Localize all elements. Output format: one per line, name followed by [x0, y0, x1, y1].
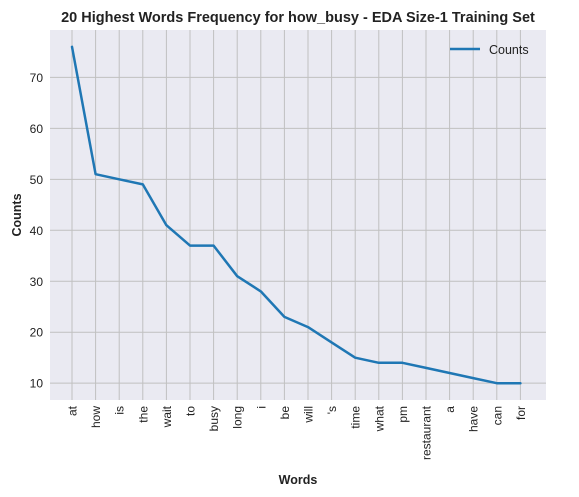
x-axis-ticks: at how is the wait to busy long i be will 's time wha… [66, 405, 528, 460]
x-tick-label: i [254, 406, 268, 409]
x-tick-label: wait [160, 405, 174, 428]
y-tick-label: 40 [30, 224, 44, 238]
y-axis-label: Counts [10, 193, 24, 236]
x-tick-label: long [231, 406, 245, 429]
y-tick-label: 60 [30, 122, 44, 136]
x-tick-label: pm [396, 406, 410, 423]
legend-label: Counts [489, 43, 529, 57]
x-tick-label: busy [207, 406, 221, 431]
y-axis-ticks: 10 20 30 40 50 60 70 [30, 71, 44, 391]
x-tick-label: to [184, 406, 198, 416]
series-layer [70, 45, 522, 385]
x-tick-label: will [302, 406, 316, 424]
y-tick-label: 70 [30, 71, 44, 85]
x-tick-label: can [490, 406, 504, 425]
series-line-counts [70, 45, 522, 385]
y-tick-label: 20 [30, 326, 44, 340]
x-tick-label: the [136, 406, 150, 423]
x-tick-label: be [278, 406, 292, 420]
plot-area [50, 30, 546, 400]
x-tick-label: time [349, 406, 363, 429]
x-tick-label: at [66, 405, 80, 416]
x-tick-label: 's [325, 406, 339, 414]
x-tick-label: a [443, 406, 457, 413]
y-tick-label: 30 [30, 275, 44, 289]
y-tick-label: 10 [30, 377, 44, 391]
legend: Counts [450, 43, 529, 57]
x-tick-label: is [113, 406, 127, 415]
x-tick-label: how [89, 406, 103, 428]
grid [50, 30, 546, 400]
x-tick-label: restaurant [420, 405, 434, 460]
y-tick-label: 50 [30, 173, 44, 187]
chart-title: 20 Highest Words Frequency for how_busy … [61, 10, 535, 26]
x-tick-label: for [514, 406, 528, 420]
x-tick-label: have [467, 406, 481, 432]
x-axis-label: Words [279, 473, 318, 487]
x-tick-label: what [372, 405, 386, 432]
